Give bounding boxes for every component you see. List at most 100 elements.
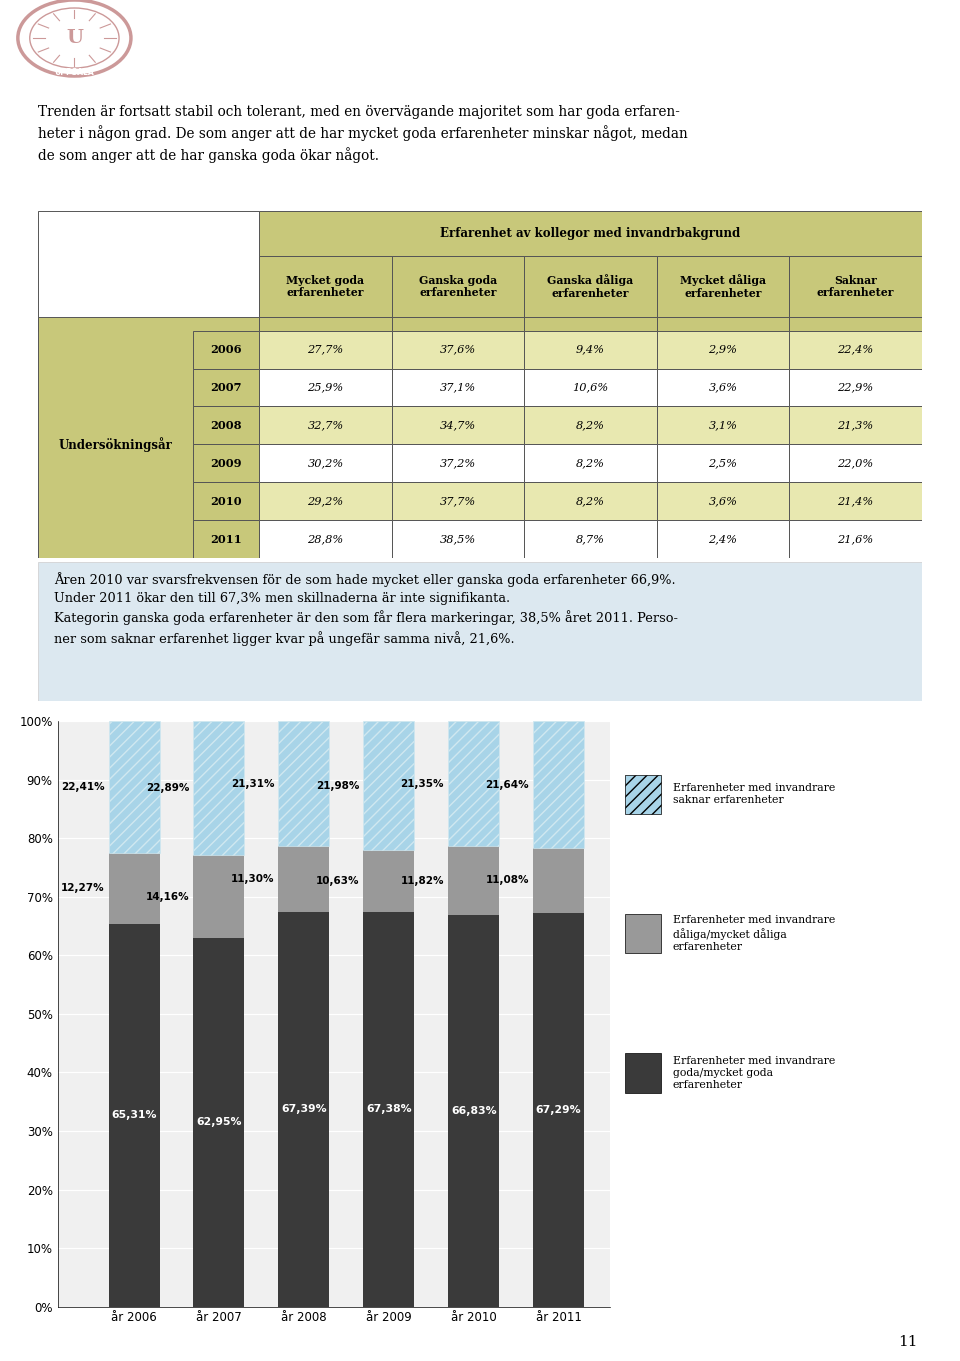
Text: 27,7%: 27,7% — [307, 344, 344, 355]
Bar — [392, 520, 524, 558]
Text: 32,7%: 32,7% — [307, 421, 344, 430]
Text: Erfarenheter med invandrare
goda/mycket goda
erfarenheter: Erfarenheter med invandrare goda/mycket … — [673, 1056, 835, 1090]
Bar — [259, 444, 392, 482]
Bar — [657, 256, 789, 317]
Bar — [657, 520, 789, 558]
Text: 10,6%: 10,6% — [572, 382, 609, 392]
Bar — [789, 256, 922, 317]
Text: 2009: 2009 — [210, 457, 242, 468]
Bar — [193, 369, 259, 407]
Text: 37,2%: 37,2% — [440, 459, 476, 468]
Bar — [38, 211, 259, 331]
Bar — [448, 916, 499, 1307]
Text: 25,9%: 25,9% — [307, 382, 344, 392]
Text: 3,1%: 3,1% — [708, 421, 737, 430]
Bar — [448, 847, 499, 916]
Bar — [259, 317, 392, 331]
Text: 11: 11 — [899, 1335, 918, 1349]
Bar — [259, 256, 392, 317]
Bar — [789, 444, 922, 482]
Bar — [533, 721, 584, 848]
Bar — [193, 444, 259, 482]
Text: 21,64%: 21,64% — [486, 780, 529, 789]
Text: Erfarenheter med invandrare
dåliga/mycket dåliga
erfarenheter: Erfarenheter med invandrare dåliga/mycke… — [673, 915, 835, 953]
Bar — [448, 721, 499, 847]
Bar — [193, 482, 259, 520]
Text: 10,63%: 10,63% — [316, 876, 359, 886]
Text: 22,4%: 22,4% — [837, 344, 874, 355]
Text: 8,2%: 8,2% — [576, 421, 605, 430]
Text: Trenden är fortsatt stabil och tolerant, med en övervägande majoritet som har go: Trenden är fortsatt stabil och tolerant,… — [38, 105, 688, 163]
Bar — [657, 407, 789, 444]
Bar — [193, 331, 259, 369]
Bar — [363, 912, 415, 1307]
Bar — [278, 912, 329, 1307]
Text: 34,7%: 34,7% — [440, 421, 476, 430]
Text: 11,82%: 11,82% — [400, 876, 444, 886]
Bar — [194, 855, 245, 938]
Text: Undersökningsår: Undersökningsår — [59, 437, 173, 452]
Text: 21,4%: 21,4% — [837, 497, 874, 506]
Text: 67,38%: 67,38% — [366, 1104, 412, 1115]
Text: 21,35%: 21,35% — [400, 778, 444, 789]
Bar — [533, 913, 584, 1307]
Bar — [363, 851, 415, 912]
Text: 22,89%: 22,89% — [146, 784, 189, 793]
Text: 11,08%: 11,08% — [486, 875, 529, 886]
Text: 3,6%: 3,6% — [708, 497, 737, 506]
Bar — [392, 256, 524, 317]
Bar — [657, 369, 789, 407]
Bar — [789, 331, 922, 369]
Text: 2011: 2011 — [210, 534, 242, 544]
Text: 12,27%: 12,27% — [60, 883, 105, 893]
Text: 37,1%: 37,1% — [440, 382, 476, 392]
Bar — [392, 331, 524, 369]
Bar — [524, 482, 657, 520]
Text: 8,2%: 8,2% — [576, 459, 605, 468]
Text: Saknar
erfarenheter: Saknar erfarenheter — [817, 275, 894, 298]
Text: 37,6%: 37,6% — [440, 344, 476, 355]
Bar — [789, 407, 922, 444]
Text: 2008: 2008 — [210, 421, 242, 431]
Text: 14,16%: 14,16% — [146, 891, 189, 902]
Bar — [259, 211, 922, 256]
Bar — [524, 444, 657, 482]
Text: 67,39%: 67,39% — [281, 1104, 326, 1115]
Bar — [259, 520, 392, 558]
Bar — [193, 407, 259, 444]
Bar — [789, 482, 922, 520]
Text: 21,98%: 21,98% — [316, 781, 359, 791]
Text: 62,95%: 62,95% — [196, 1117, 242, 1127]
Text: 22,0%: 22,0% — [837, 459, 874, 468]
Text: 66,83%: 66,83% — [451, 1106, 496, 1116]
Bar — [259, 369, 392, 407]
Bar — [259, 482, 392, 520]
Text: 2,4%: 2,4% — [708, 534, 737, 544]
Bar — [657, 317, 789, 331]
Bar — [392, 317, 524, 331]
Bar — [524, 369, 657, 407]
Bar — [524, 520, 657, 558]
Text: 65,31%: 65,31% — [111, 1111, 156, 1120]
Text: 9,4%: 9,4% — [576, 344, 605, 355]
Bar — [38, 317, 259, 558]
Bar — [657, 482, 789, 520]
Text: 67,29%: 67,29% — [536, 1105, 582, 1115]
Bar — [108, 924, 159, 1307]
Bar — [625, 774, 660, 814]
Bar — [194, 938, 245, 1307]
Bar — [278, 847, 329, 912]
Bar — [392, 482, 524, 520]
Bar — [278, 721, 329, 847]
Bar — [789, 317, 922, 331]
Text: 11,30%: 11,30% — [230, 874, 275, 885]
Text: 3,6%: 3,6% — [708, 382, 737, 392]
Text: 2007: 2007 — [210, 382, 242, 393]
Bar — [363, 721, 415, 851]
Text: Mycket goda
erfarenheter: Mycket goda erfarenheter — [286, 275, 365, 298]
Text: E RFARENHETER  AV  ATT  ARBETA/  STUDERA: E RFARENHETER AV ATT ARBETA/ STUDERA — [313, 29, 796, 46]
Bar — [392, 407, 524, 444]
Bar — [392, 444, 524, 482]
Bar — [194, 721, 245, 855]
Text: Mycket dåliga
erfarenheter: Mycket dåliga erfarenheter — [680, 274, 766, 299]
